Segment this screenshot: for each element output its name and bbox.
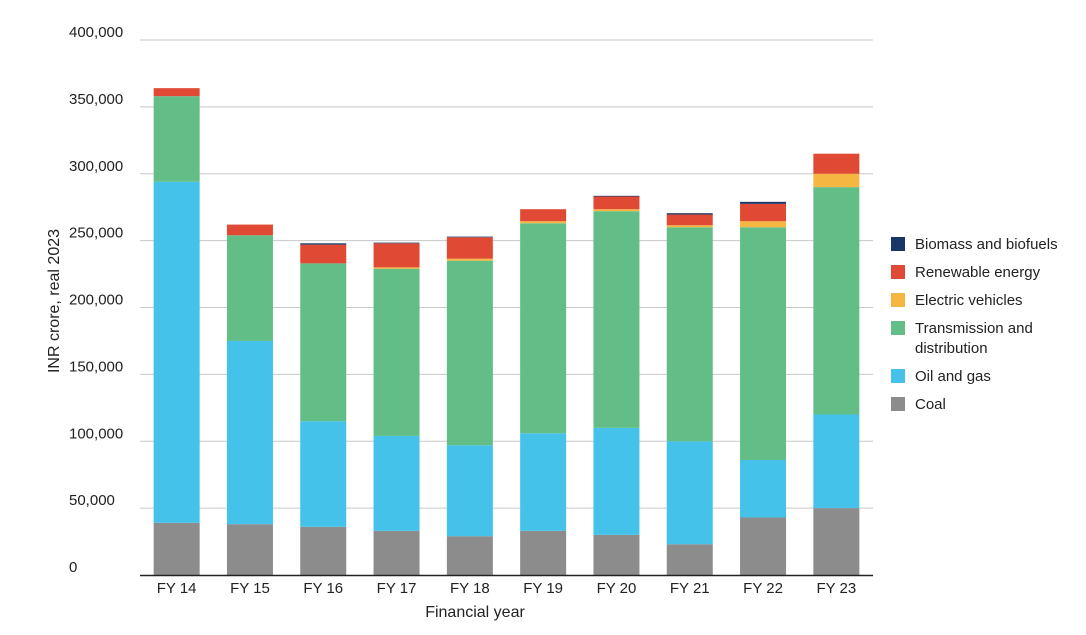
- bar-transmission-and-distribution-fy-23: [813, 187, 860, 415]
- bar-biomass-and-biofuels-fy-16: [300, 243, 347, 245]
- legend-label-transmission-and-distribution: Transmission and distribution: [915, 320, 1033, 357]
- bar-electric-vehicles-fy-18: [446, 258, 493, 261]
- legend: Biomass and biofuels Renewable energy Elec…: [891, 236, 1058, 413]
- x-tick-label: FY 18: [450, 580, 490, 597]
- y-tick-label: 350,000: [69, 91, 123, 108]
- bar-renewable-energy-fy-20: [593, 196, 640, 210]
- bar-renewable-energy-fy-21: [666, 214, 713, 226]
- legend-swatch-electric-vehicles: [891, 293, 905, 307]
- bar-electric-vehicles-fy-23: [813, 173, 860, 188]
- bar-transmission-and-distribution-fy-17: [373, 268, 420, 436]
- x-tick-label: FY 22: [743, 580, 783, 597]
- x-tick-label: FY 21: [670, 580, 710, 597]
- x-tick-label: FY 19: [523, 580, 563, 597]
- legend-swatch-transmission-and-distribution: [891, 321, 905, 335]
- bar-transmission-and-distribution-fy-21: [666, 227, 713, 442]
- legend-swatch-renewable-energy: [891, 265, 905, 279]
- bar-oil-and-gas-fy-21: [666, 441, 713, 545]
- legend-label-oil-and-gas: Oil and gas: [915, 368, 991, 385]
- bars: [153, 88, 860, 575]
- bar-oil-and-gas-fy-20: [593, 427, 640, 535]
- x-tick-label: FY 15: [230, 580, 270, 597]
- bar-coal-fy-21: [666, 544, 713, 575]
- legend-swatch-biomass-and-biofuels: [891, 237, 905, 251]
- bar-transmission-and-distribution-fy-19: [520, 223, 567, 434]
- x-tick-label: FY 17: [377, 580, 417, 597]
- bar-renewable-energy-fy-19: [520, 209, 567, 222]
- legend-label-biomass-and-biofuels: Biomass and biofuels: [915, 236, 1058, 253]
- bar-oil-and-gas-fy-18: [446, 445, 493, 537]
- y-axis-title: INR crore, real 2023: [46, 229, 63, 373]
- bar-oil-and-gas-fy-15: [226, 340, 273, 525]
- bar-renewable-energy-fy-16: [300, 244, 347, 264]
- legend-swatch-oil-and-gas: [891, 369, 905, 383]
- bar-coal-fy-14: [153, 522, 200, 575]
- x-tick-label: FY 20: [597, 580, 637, 597]
- bar-coal-fy-19: [520, 530, 567, 575]
- y-tick-label: 250,000: [69, 225, 123, 242]
- bar-coal-fy-22: [740, 517, 787, 575]
- y-tick-label: 0: [69, 559, 77, 576]
- x-tick-label: FY 23: [816, 580, 856, 597]
- y-tick-label: 200,000: [69, 292, 123, 309]
- bar-electric-vehicles-fy-22: [740, 221, 787, 228]
- bar-biomass-and-biofuels-fy-17: [373, 242, 420, 244]
- bar-coal-fy-18: [446, 536, 493, 575]
- bar-oil-and-gas-fy-22: [740, 459, 787, 518]
- bar-biomass-and-biofuels-fy-18: [446, 236, 493, 238]
- x-tick-label: FY 16: [303, 580, 343, 597]
- bar-transmission-and-distribution-fy-18: [446, 260, 493, 446]
- bar-coal-fy-15: [226, 524, 273, 575]
- legend-label-electric-vehicles: Electric vehicles: [915, 292, 1023, 309]
- bar-renewable-energy-fy-15: [226, 224, 273, 236]
- bar-biomass-and-biofuels-fy-21: [666, 213, 713, 215]
- bar-transmission-and-distribution-fy-22: [740, 227, 787, 460]
- y-tick-label: 300,000: [69, 158, 123, 175]
- y-tick-label: 50,000: [69, 492, 115, 509]
- y-tick-label: 150,000: [69, 358, 123, 375]
- bar-renewable-energy-fy-23: [813, 153, 860, 174]
- x-tick-label: FY 14: [157, 580, 197, 597]
- bar-oil-and-gas-fy-17: [373, 435, 420, 531]
- bar-transmission-and-distribution-fy-20: [593, 211, 640, 428]
- bar-oil-and-gas-fy-19: [520, 433, 567, 531]
- bar-oil-and-gas-fy-16: [300, 421, 347, 527]
- bar-oil-and-gas-fy-14: [153, 181, 200, 523]
- y-tick-labels: 0 50,000 100,000 150,000 200,000 250,000 300,0…: [69, 24, 123, 576]
- bar-coal-fy-17: [373, 530, 420, 575]
- bar-renewable-energy-fy-18: [446, 237, 493, 259]
- bar-electric-vehicles-fy-20: [593, 209, 640, 212]
- bar-biomass-and-biofuels-fy-22: [740, 201, 787, 204]
- bar-transmission-and-distribution-fy-15: [226, 235, 273, 341]
- y-tick-label: 400,000: [69, 24, 123, 41]
- bar-coal-fy-23: [813, 508, 860, 575]
- legend-swatch-coal: [891, 397, 905, 411]
- bar-oil-and-gas-fy-23: [813, 414, 860, 509]
- bar-transmission-and-distribution-fy-16: [300, 263, 347, 422]
- y-tick-label: 100,000: [69, 425, 123, 442]
- bar-coal-fy-16: [300, 526, 347, 575]
- bar-electric-vehicles-fy-17: [373, 267, 420, 269]
- bar-coal-fy-20: [593, 534, 640, 575]
- x-axis-title: Financial year: [425, 604, 525, 621]
- bar-transmission-and-distribution-fy-14: [153, 96, 200, 182]
- legend-label-renewable-energy: Renewable energy: [915, 264, 1041, 281]
- bar-renewable-energy-fy-14: [153, 88, 200, 97]
- bar-electric-vehicles-fy-19: [520, 221, 567, 224]
- bar-biomass-and-biofuels-fy-20: [593, 195, 640, 197]
- bar-renewable-energy-fy-22: [740, 203, 787, 222]
- legend-label-coal: Coal: [915, 396, 946, 413]
- bar-renewable-energy-fy-17: [373, 243, 420, 268]
- bar-electric-vehicles-fy-21: [666, 225, 713, 228]
- x-tick-labels: FY 14 FY 15 FY 16 FY 17 FY 18 FY 19 FY 20 FY 21…: [157, 580, 856, 597]
